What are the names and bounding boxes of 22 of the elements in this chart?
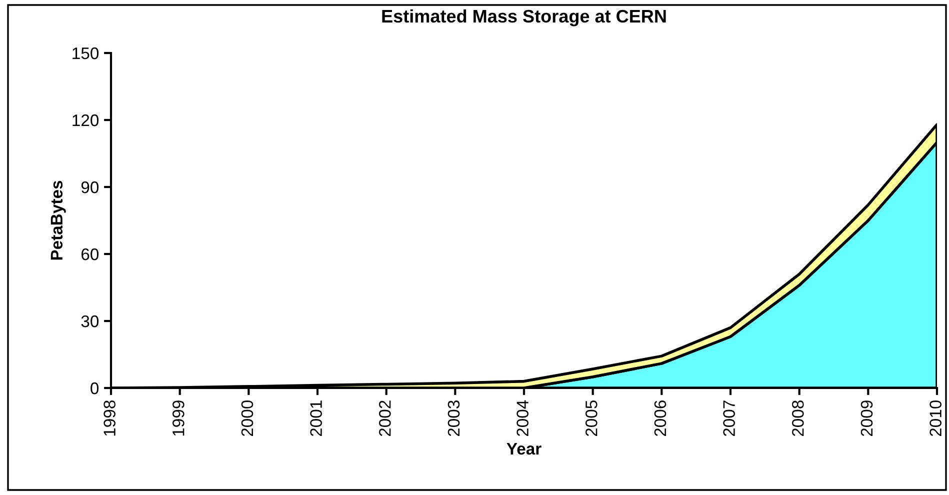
- chart-title: Estimated Mass Storage at CERN: [382, 9, 666, 26]
- y-tick-label: 30: [81, 315, 99, 328]
- x-axis-title: Year: [506, 443, 542, 455]
- x-tick-label: 2008: [792, 400, 804, 436]
- x-tick-label: 2007: [723, 400, 735, 436]
- y-tick-label: 60: [82, 248, 99, 260]
- x-tick-label: 2001: [310, 400, 322, 436]
- x-tick-label: 2004: [516, 400, 528, 436]
- x-tick-label: 2002: [379, 400, 391, 436]
- y-tick-label: 120: [72, 114, 99, 126]
- x-tick-label: 2009: [860, 400, 873, 436]
- x-tick-label: 2000: [241, 400, 254, 436]
- x-tick-label: 2010: [930, 400, 942, 436]
- x-tick-label: 1999: [172, 400, 184, 436]
- x-tick-label: 2003: [448, 400, 460, 436]
- x-tick-label: 2005: [586, 400, 598, 436]
- y-tick-label: 0: [90, 382, 99, 394]
- y-tick-label: 90: [81, 181, 99, 194]
- x-tick-label: 1998: [104, 400, 116, 436]
- x-tick-label: 2006: [654, 400, 666, 436]
- y-axis-title: PetaBytes: [50, 180, 66, 260]
- y-tick-label: 150: [72, 47, 99, 60]
